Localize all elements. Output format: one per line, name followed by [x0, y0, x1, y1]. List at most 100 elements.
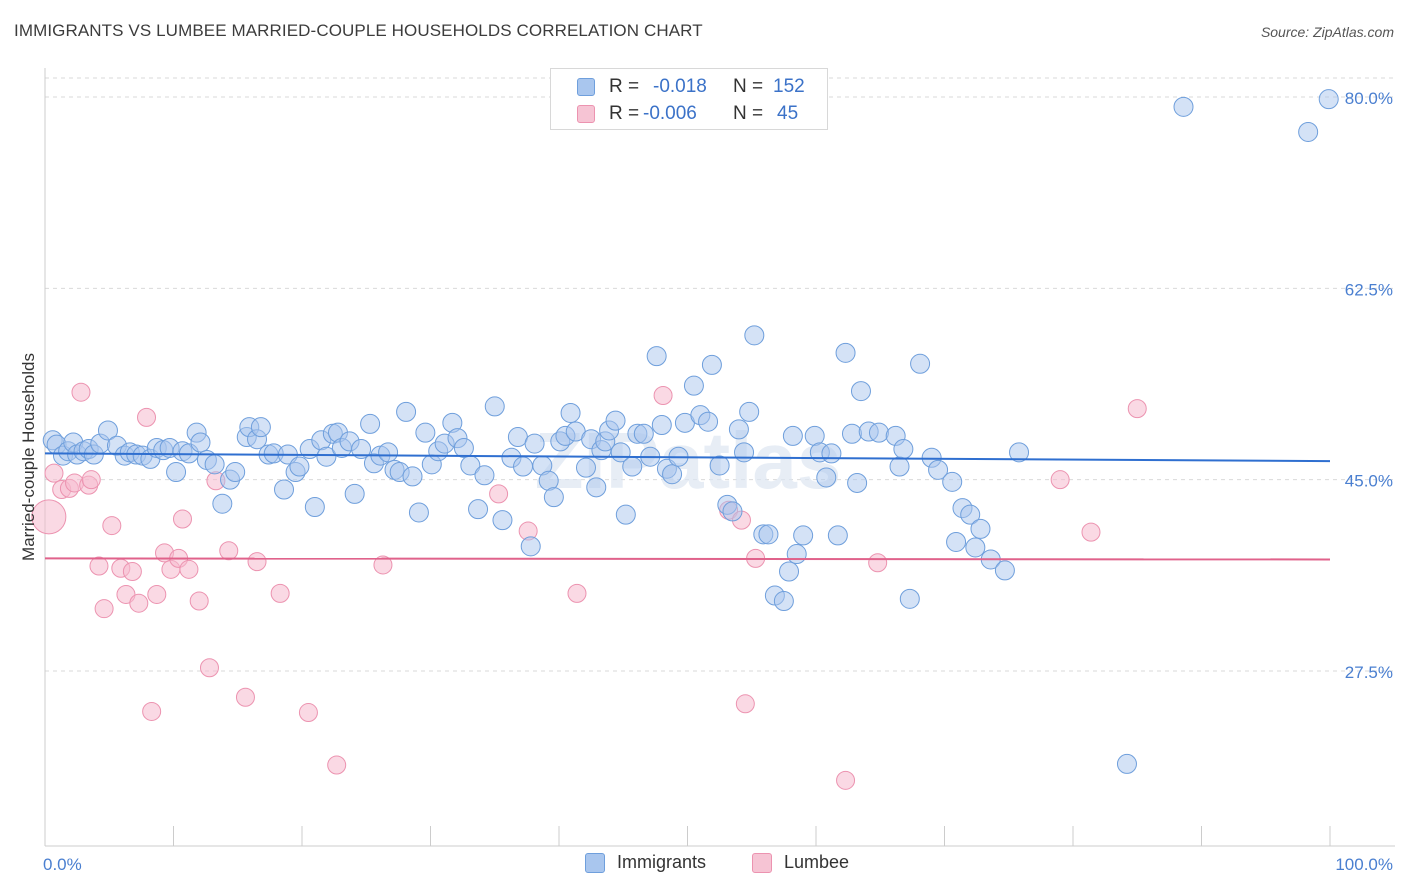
lumbee-point: [31, 499, 67, 535]
immigrants-point: [360, 413, 381, 434]
lumbee-point: [199, 658, 219, 678]
n-label: N =: [733, 76, 764, 97]
immigrants-point: [946, 531, 967, 552]
lumbee-point: [1050, 470, 1070, 490]
immigrants-point: [786, 544, 807, 565]
immigrants-point: [484, 396, 505, 417]
immigrants-point: [274, 479, 295, 500]
immigrants-point: [779, 561, 800, 582]
immigrants-point: [942, 471, 963, 492]
lumbee-point: [44, 463, 64, 483]
immigrants-point: [970, 518, 991, 539]
lumbee-point: [129, 593, 149, 613]
lumbee-point: [298, 703, 318, 723]
immigrants-point: [816, 467, 837, 488]
immigrants-point: [782, 425, 803, 446]
immigrants-point: [841, 423, 862, 444]
immigrants-point: [250, 417, 271, 438]
legend-row-immigrants: R = -0.018 N = 152: [551, 75, 827, 101]
lumbee-point: [122, 562, 142, 582]
axes-layer: [44, 68, 1395, 847]
immigrants-point: [773, 591, 794, 612]
immigrants-point: [758, 524, 779, 545]
immigrants-point: [827, 525, 848, 546]
immigrants-point: [1318, 89, 1339, 110]
y-tick-label: 27.5%: [1345, 663, 1393, 682]
lumbee-legend-label: Lumbee: [784, 852, 850, 872]
x-tick-label: 0.0%: [43, 855, 82, 874]
lumbee-point: [94, 599, 114, 619]
immigrants-point: [513, 456, 534, 477]
immigrants-point: [1009, 442, 1030, 463]
immigrants-point: [605, 410, 626, 431]
immigrants-point: [316, 446, 337, 467]
immigrants-point: [889, 456, 910, 477]
immigrants-point: [683, 375, 704, 396]
n-value: 152: [773, 76, 805, 97]
immigrants-swatch: [577, 78, 595, 96]
lumbee-point: [247, 552, 267, 572]
immigrants-trend-line: [44, 452, 1331, 463]
immigrants-point: [899, 588, 920, 609]
lumbee-point: [1081, 522, 1101, 542]
lumbee-point: [147, 584, 167, 604]
immigrants-point: [622, 456, 643, 477]
immigrants-point: [835, 342, 856, 363]
lumbee-point: [137, 407, 157, 427]
immigrants-point: [351, 439, 372, 460]
immigrants-point: [190, 432, 211, 453]
lumbee-point: [219, 541, 239, 561]
grid-layer: [45, 77, 1395, 672]
immigrants-point: [378, 442, 399, 463]
immigrants-point: [994, 560, 1015, 581]
immigrants-point: [304, 497, 325, 517]
immigrants-point: [821, 443, 842, 464]
immigrants-point: [965, 537, 986, 558]
r-value: -0.006: [643, 103, 697, 124]
immigrants-point: [662, 464, 683, 485]
immigrants-point: [928, 459, 949, 480]
immigrants-point: [728, 419, 749, 440]
lumbee-point: [172, 509, 192, 529]
immigrants-point: [847, 472, 868, 493]
trend-lines: [44, 452, 1331, 561]
immigrants-point: [408, 502, 429, 523]
immigrants-point: [575, 457, 596, 478]
lumbee-point: [179, 559, 199, 579]
immigrants-point: [586, 477, 607, 498]
lumbee-point: [235, 687, 255, 707]
immigrants-point: [524, 433, 545, 454]
immigrants-point: [744, 325, 765, 346]
x-tick-label: 100.0%: [1335, 855, 1393, 874]
immigrants-point: [166, 462, 187, 483]
immigrants-point: [734, 442, 755, 463]
immigrants-point: [474, 465, 495, 486]
r-value: -0.018: [653, 76, 707, 97]
immigrants-point: [722, 501, 743, 522]
lumbee-point: [81, 470, 101, 490]
legend-row-lumbee: R = -0.006 N = 45: [551, 102, 827, 128]
r-label: R =: [609, 103, 640, 124]
lumbee-point: [489, 484, 509, 504]
immigrants-point: [204, 454, 225, 475]
immigrants-point: [492, 510, 513, 531]
immigrants-point: [651, 415, 672, 435]
lumbee-point: [373, 555, 393, 575]
lumbee-trend-line: [44, 557, 1331, 561]
y-axis-title: Married-couple Households: [19, 353, 38, 561]
n-value: 45: [777, 103, 799, 124]
source-credit: Source: ZipAtlas.com: [1260, 24, 1394, 40]
immigrants-point: [615, 504, 636, 525]
lumbee-point: [836, 770, 856, 790]
immigrants-point: [520, 536, 541, 557]
lumbee-point: [567, 583, 587, 603]
y-tick-label: 45.0%: [1345, 472, 1393, 491]
immigrants-point: [646, 346, 667, 367]
lumbee-point: [102, 516, 122, 536]
immigrants-point: [1173, 96, 1194, 117]
immigrants-point: [709, 455, 730, 476]
immigrants-point: [960, 504, 981, 525]
immigrants-point: [453, 437, 474, 458]
immigrants-point: [793, 525, 814, 546]
immigrants-point: [910, 353, 931, 374]
